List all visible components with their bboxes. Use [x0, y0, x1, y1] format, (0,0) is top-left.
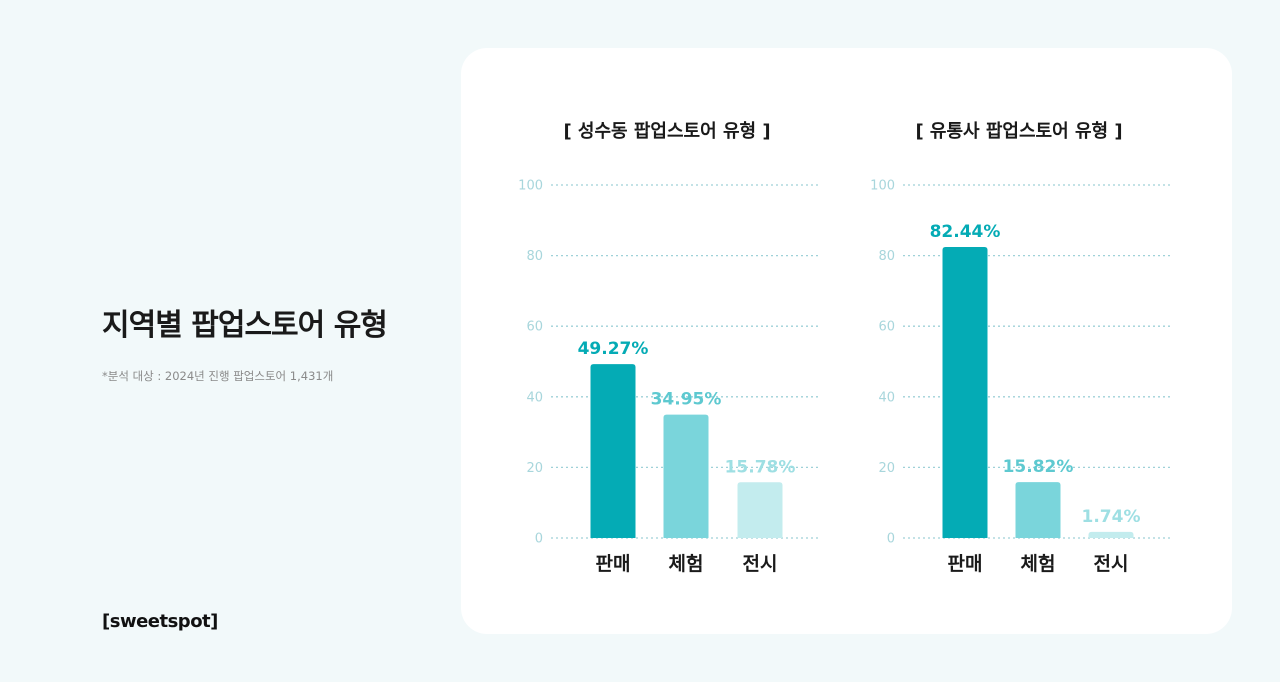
- chart-title: [ 유통사 팝업스토어 유형 ]: [915, 121, 1122, 142]
- x-category-label: 전시: [1094, 553, 1129, 575]
- x-category-label: 판매: [596, 553, 631, 575]
- y-tick-label: 80: [878, 249, 895, 264]
- y-tick-label: 40: [878, 390, 895, 405]
- bar-1: [590, 364, 636, 538]
- x-category-label: 판매: [948, 553, 983, 575]
- data-label: 15.78%: [725, 457, 796, 477]
- data-label: 82.44%: [930, 222, 1001, 242]
- bar-3: [737, 482, 783, 538]
- x-category-label: 체험: [1021, 553, 1056, 575]
- page-title: 지역별 팝업스토어 유형: [102, 308, 388, 343]
- y-tick-label: 20: [526, 461, 543, 476]
- data-label: 1.74%: [1082, 507, 1141, 527]
- data-label: 15.82%: [1003, 457, 1074, 477]
- chart-2: [ 유통사 팝업스토어 유형 ] 0 20 40 60 80 100 82.44% 판매 15.8…: [870, 121, 1171, 575]
- bar-2: [663, 414, 709, 538]
- y-tick-label: 0: [887, 532, 895, 547]
- chart-1: [ 성수동 팝업스토어 유형 ] 0 20 40 60 80 100 49.27% 판매 34.9…: [518, 121, 819, 575]
- x-category-label: 전시: [743, 553, 778, 575]
- y-tick-label: 100: [870, 179, 895, 194]
- y-tick-label: 100: [518, 179, 543, 194]
- y-tick-label: 20: [878, 461, 895, 476]
- charts-svg: [ 성수동 팝업스토어 유형 ] 0 20 40 60 80 100 49.27% 판매 34.9…: [518, 121, 1171, 575]
- y-tick-label: 0: [535, 532, 543, 547]
- chart-title: [ 성수동 팝업스토어 유형 ]: [563, 121, 770, 142]
- y-tick-label: 40: [526, 390, 543, 405]
- y-tick-label: 60: [526, 320, 543, 335]
- data-label: 49.27%: [578, 339, 649, 359]
- data-label: 34.95%: [651, 390, 722, 410]
- x-category-label: 체험: [669, 553, 704, 575]
- sweetspot-logo: [sweetspot]: [102, 611, 218, 632]
- bar-2: [1015, 482, 1061, 538]
- y-tick-label: 80: [526, 249, 543, 264]
- analysis-note: *분석 대상 : 2024년 진행 팝업스토어 1,431개: [102, 369, 334, 383]
- y-tick-label: 60: [878, 320, 895, 335]
- bar-1: [942, 246, 988, 538]
- bar-3: [1088, 531, 1134, 538]
